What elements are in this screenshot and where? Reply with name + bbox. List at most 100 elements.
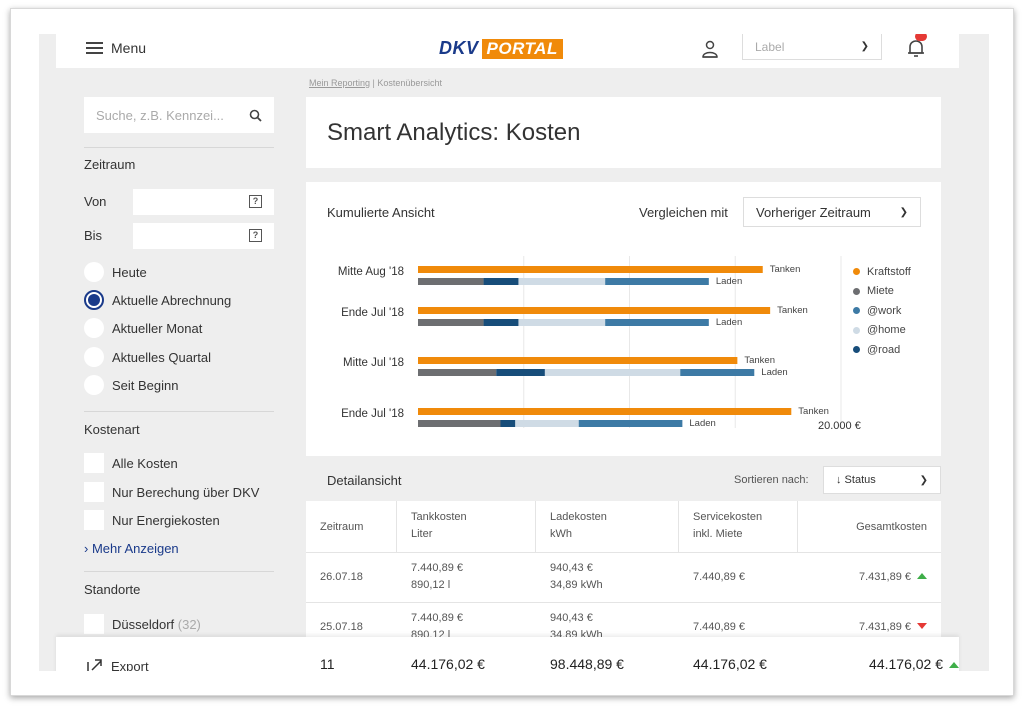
row-divider bbox=[306, 602, 941, 603]
search-placeholder: Suche, z.B. Kennzei... bbox=[96, 107, 224, 123]
tanken-bar bbox=[418, 266, 763, 273]
radio-button[interactable] bbox=[84, 375, 104, 395]
footer-service-total: 44.176,02 € bbox=[693, 656, 767, 671]
radio-button[interactable] bbox=[84, 262, 104, 282]
cost-type-label: Alle Kosten bbox=[112, 455, 178, 471]
legend-dot bbox=[853, 268, 860, 276]
logo-text-dkv: DKV bbox=[439, 38, 479, 58]
radio-button[interactable] bbox=[84, 347, 104, 367]
period-radio-heute[interactable]: Heute bbox=[84, 262, 147, 282]
more-link[interactable]: › Mehr Anzeigen bbox=[84, 541, 179, 556]
compare-select-value: Vorheriger Zeitraum bbox=[756, 204, 871, 220]
period-label: Seit Beginn bbox=[112, 377, 179, 393]
breadcrumb-separator: | bbox=[372, 78, 375, 88]
column-divider bbox=[396, 501, 397, 552]
category-label: Ende Jul '18 bbox=[341, 307, 404, 319]
detail-table: Zeitraum Tankkosten Liter Ladekosten kWh S… bbox=[306, 501, 941, 641]
column-header-tankkosten[interactable]: Tankkosten Liter bbox=[411, 511, 467, 540]
legend-item[interactable]: @home bbox=[853, 321, 911, 341]
sidebar-divider bbox=[84, 147, 274, 148]
tanken-bar-label: Tanken bbox=[770, 264, 801, 275]
cost-type-checkbox-energie[interactable]: Nur Energiekosten bbox=[84, 510, 220, 530]
bis-date-input[interactable]: ? bbox=[133, 223, 274, 249]
checkbox[interactable] bbox=[84, 482, 104, 502]
von-date-input[interactable]: ? bbox=[133, 189, 274, 215]
breadcrumb-current: Kostenübersicht bbox=[377, 78, 442, 88]
period-label: Aktuelle Abrechnung bbox=[112, 292, 232, 308]
cell-ladekosten: 940,43 €34,89 kWh bbox=[550, 562, 603, 591]
search-input[interactable]: Suche, z.B. Kennzei... bbox=[84, 97, 274, 133]
user-icon[interactable] bbox=[701, 40, 719, 58]
laden-bar-label: Laden bbox=[716, 276, 742, 287]
column-header-servicekosten[interactable]: Servicekosten inkl. Miete bbox=[693, 511, 763, 540]
legend-item[interactable]: Kraftstoff bbox=[853, 262, 911, 282]
sidebar-divider bbox=[84, 571, 274, 572]
legend-item[interactable]: Miete bbox=[853, 282, 911, 302]
period-radio-aktuelle-abrechnung[interactable]: Aktuelle Abrechnung bbox=[84, 290, 231, 310]
column-divider bbox=[678, 501, 679, 552]
period-label: Aktuelles Quartal bbox=[112, 349, 211, 365]
radio-button[interactable] bbox=[84, 318, 104, 338]
column-header-ladekosten[interactable]: Ladekosten kWh bbox=[550, 511, 607, 540]
detail-heading: Detailansicht bbox=[327, 473, 402, 488]
bell-icon[interactable] bbox=[906, 38, 926, 58]
label-select-value: Label bbox=[755, 39, 785, 54]
laden-segment-road bbox=[496, 369, 545, 376]
checkbox[interactable] bbox=[84, 614, 104, 634]
export-button[interactable]: Export bbox=[86, 658, 149, 671]
menu-button[interactable]: Menu bbox=[86, 40, 146, 56]
breadcrumb-parent-link[interactable]: Mein Reporting bbox=[309, 78, 371, 88]
column-divider bbox=[797, 501, 798, 552]
legend-item[interactable]: @work bbox=[853, 301, 911, 321]
trend-up-icon bbox=[949, 662, 959, 668]
period-label: Aktueller Monat bbox=[112, 320, 203, 336]
app-window: Menu DKV PORTAL Label ❯ Mein Reporting |… bbox=[39, 34, 989, 671]
tanken-bar-label: Tanken bbox=[777, 305, 808, 316]
screenshot-frame: Menu DKV PORTAL Label ❯ Mein Reporting |… bbox=[10, 8, 1014, 696]
laden-segment-work bbox=[680, 369, 755, 376]
cost-type-checkbox-dkv[interactable]: Nur Berechung über DKV bbox=[84, 482, 259, 502]
legend-dot bbox=[853, 326, 860, 334]
legend-item[interactable]: @road bbox=[853, 340, 911, 360]
sort-select[interactable]: ↓ Status ❯ bbox=[823, 466, 941, 494]
cell-servicekosten: 7.440,89 € bbox=[693, 571, 745, 583]
notification-badge bbox=[915, 34, 927, 41]
cell-gesamtkosten: 7.431,89 € bbox=[859, 619, 927, 636]
period-radio-aktuelles-quartal[interactable]: Aktuelles Quartal bbox=[84, 347, 211, 367]
page-title: Smart Analytics: Kosten bbox=[327, 119, 581, 146]
location-count: (32) bbox=[177, 616, 201, 632]
dkv-portal-logo[interactable]: DKV PORTAL bbox=[439, 38, 563, 59]
cost-type-label: Nur Energiekosten bbox=[112, 512, 220, 528]
column-header-gesamtkosten[interactable]: Gesamtkosten bbox=[856, 521, 927, 533]
von-label: Von bbox=[84, 194, 107, 209]
cost-type-label: Nur Berechung über DKV bbox=[112, 484, 260, 500]
laden-segment-home bbox=[544, 369, 681, 376]
chevron-down-icon: ❯ bbox=[860, 41, 869, 52]
footer-grand-total: 44.176,02 € bbox=[836, 656, 959, 671]
bis-label: Bis bbox=[84, 228, 103, 243]
row-divider bbox=[306, 552, 941, 553]
export-icon bbox=[87, 659, 102, 671]
column-header-zeitraum[interactable]: Zeitraum bbox=[320, 521, 364, 533]
label-select[interactable]: Label ❯ bbox=[742, 34, 882, 60]
checkbox[interactable] bbox=[84, 453, 104, 473]
legend-dot bbox=[853, 287, 860, 295]
chevron-down-icon: ❯ bbox=[899, 206, 908, 218]
checkbox[interactable] bbox=[84, 510, 104, 530]
footer-tank-total: 44.176,02 € bbox=[411, 656, 485, 671]
calendar-icon[interactable]: ? bbox=[249, 229, 262, 242]
location-checkbox-duesseldorf[interactable]: Düsseldorf (32) bbox=[84, 614, 201, 634]
period-radio-aktueller-monat[interactable]: Aktueller Monat bbox=[84, 318, 202, 338]
search-icon[interactable] bbox=[249, 109, 262, 122]
radio-button-selected[interactable] bbox=[84, 290, 104, 310]
trend-down-icon bbox=[917, 623, 927, 629]
cost-type-checkbox-alle[interactable]: Alle Kosten bbox=[84, 453, 178, 473]
calendar-icon[interactable]: ? bbox=[249, 195, 262, 208]
laden-bar-label: Laden bbox=[689, 418, 715, 429]
compare-select[interactable]: Vorheriger Zeitraum ❯ bbox=[743, 197, 921, 227]
sort-label: Sortieren nach: bbox=[734, 474, 809, 486]
period-radio-seit-beginn[interactable]: Seit Beginn bbox=[84, 375, 179, 395]
legend-label: @work bbox=[867, 304, 902, 317]
tanken-bar bbox=[418, 307, 771, 314]
